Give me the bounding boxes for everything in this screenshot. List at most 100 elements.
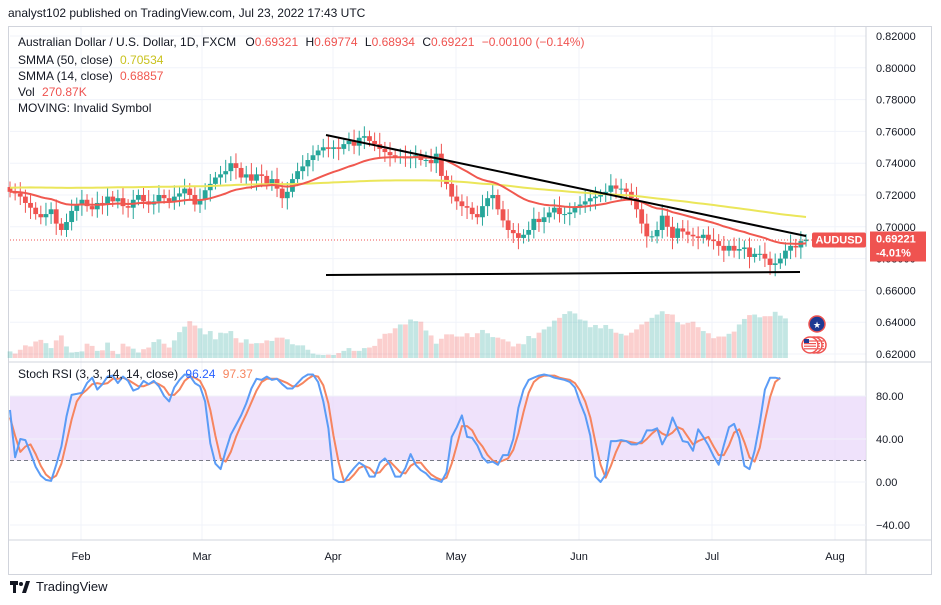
- volume-bar: [510, 346, 516, 358]
- symbol-badge: AUDUSD: [815, 235, 862, 247]
- price-axis-tick: 0.74000: [876, 158, 916, 170]
- candle-body: [557, 207, 562, 215]
- candle-body: [618, 188, 624, 190]
- volume-bar: [495, 337, 501, 358]
- volume-bar: [490, 337, 496, 358]
- candle-body: [639, 209, 645, 224]
- volume-bar: [233, 338, 239, 358]
- candle-body: [546, 212, 552, 218]
- candle-body: [464, 206, 470, 208]
- volume-bar: [166, 347, 172, 358]
- candle-body: [654, 229, 660, 237]
- candle-body: [521, 234, 526, 238]
- time-axis-label: Jul: [705, 551, 719, 563]
- time-axis-label: Feb: [72, 551, 91, 563]
- legend-vol-label: Vol: [18, 85, 35, 99]
- candle-body: [264, 175, 270, 184]
- volume-bar: [721, 336, 727, 358]
- candle-body: [562, 214, 568, 216]
- candle-body: [382, 148, 388, 153]
- candle-body: [526, 229, 532, 235]
- time-axis-label: Jun: [570, 551, 588, 563]
- volume-bar: [531, 338, 537, 358]
- volume-bar: [346, 348, 352, 358]
- candle-body: [582, 201, 588, 205]
- candle-body: [644, 223, 650, 237]
- candle-body: [649, 236, 655, 238]
- candle-body: [233, 163, 239, 168]
- volume-bar: [628, 332, 634, 358]
- price-axis-tick: 0.80000: [876, 63, 916, 75]
- candle-body: [105, 196, 110, 205]
- time-axis-label: Aug: [825, 551, 845, 563]
- legend-symbol-name: Australian Dollar / U.S. Dollar, 1D, FXC…: [18, 35, 237, 49]
- volume-bar: [125, 346, 131, 358]
- candle-body: [793, 245, 799, 248]
- price-axis-tick: 0.78000: [876, 95, 916, 107]
- volume-bar: [485, 333, 490, 358]
- volume-bar: [438, 338, 444, 358]
- volume-bar: [593, 325, 598, 358]
- candle-body: [490, 195, 496, 199]
- volume-bar: [567, 311, 573, 358]
- candle-body: [326, 147, 331, 149]
- candle-body: [341, 144, 347, 149]
- candle-body: [94, 202, 100, 210]
- volume-bar: [53, 340, 59, 358]
- volume-bar: [557, 317, 562, 358]
- volume-bar: [218, 332, 223, 358]
- candle-body: [608, 185, 614, 192]
- volume-bar: [48, 348, 54, 358]
- volume-bar: [69, 352, 75, 358]
- volume-bar: [459, 336, 465, 358]
- legend-rsi-label: Stoch RSI (3, 3, 14, 14, close): [18, 367, 179, 381]
- volume-bar: [361, 348, 367, 358]
- volume-bar: [94, 350, 100, 358]
- volume-bar: [680, 324, 686, 358]
- volume-bar: [444, 334, 449, 358]
- volume-bar: [757, 317, 763, 358]
- candle-body: [320, 147, 326, 151]
- candle-body: [213, 177, 218, 184]
- candle-body: [166, 198, 172, 202]
- volume-bar: [408, 319, 413, 358]
- candle-body: [367, 136, 372, 141]
- volume-bar: [505, 341, 511, 358]
- rsi-k-line: [9, 373, 781, 483]
- rsi-axis-tick: 80.00: [876, 391, 904, 403]
- volume-bar: [536, 332, 542, 358]
- candle-body: [248, 174, 254, 181]
- australia-flag-icon: ★: [808, 315, 826, 333]
- volume-bar: [202, 334, 208, 358]
- rsi-d-line: [9, 374, 781, 482]
- volume-bar: [248, 343, 254, 358]
- legend-stoch-rsi: Stoch RSI (3, 3, 14, 14, close) 96.24 97…: [18, 366, 253, 382]
- candle-body: [413, 155, 419, 157]
- candle-body: [238, 167, 244, 178]
- volume-bar: [423, 330, 429, 358]
- candle-body: [567, 212, 573, 215]
- volume-bar: [12, 353, 18, 358]
- volume-bar: [464, 333, 470, 358]
- volume-bar: [228, 331, 234, 358]
- volume-bar: [223, 333, 229, 358]
- candle-body: [438, 153, 444, 176]
- descending-trendline: [325, 134, 807, 237]
- candle-body: [48, 209, 54, 215]
- candle-body: [33, 207, 39, 215]
- tradingview-logo[interactable]: TradingView: [10, 579, 108, 594]
- candle-body: [351, 140, 357, 146]
- candle-body: [444, 175, 449, 184]
- volume-bar: [17, 349, 23, 358]
- price-badge-bg: [870, 231, 926, 262]
- candle-body: [449, 183, 455, 197]
- volume-bar: [74, 351, 80, 358]
- candle-body: [218, 174, 223, 178]
- time-axis-label: May: [446, 551, 467, 563]
- volume-bar: [84, 343, 90, 358]
- candle-body: [747, 247, 752, 258]
- candle-body: [711, 239, 716, 242]
- candle-body: [505, 220, 511, 230]
- volume-bar: [433, 343, 439, 358]
